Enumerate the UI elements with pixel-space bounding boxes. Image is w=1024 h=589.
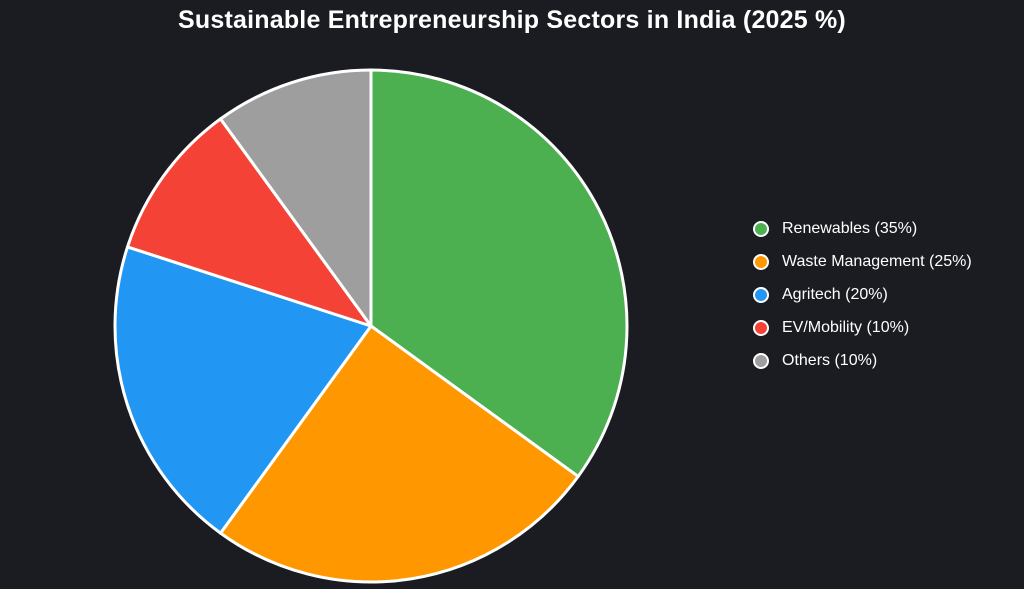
legend-item-agritech[interactable]: Agritech (20%) (753, 278, 972, 311)
legend-swatch-icon (753, 319, 769, 336)
legend-swatch-icon (753, 220, 769, 237)
pie-slice-waste-management[interactable] (219, 324, 580, 584)
legend-label: Renewables (35%) (782, 219, 918, 237)
pie-slice-renewables[interactable] (369, 68, 629, 478)
pie-slice-ev-mobility[interactable] (126, 117, 373, 328)
chart-legend: Renewables (35%) Waste Management (25%) Ag… (753, 212, 972, 377)
legend-label: Others (10%) (782, 351, 878, 369)
legend-item-ev-mobility[interactable]: EV/Mobility (10%) (753, 311, 972, 344)
legend-swatch-icon (753, 286, 769, 303)
legend-swatch-icon (753, 253, 769, 270)
pie-slice-others[interactable] (219, 68, 373, 328)
legend-label: Agritech (20%) (782, 285, 888, 303)
legend-label: EV/Mobility (10%) (782, 318, 910, 336)
chart-title: Sustainable Entrepreneurship Sectors in … (178, 6, 846, 34)
legend-label: Waste Management (25%) (782, 252, 972, 270)
legend-item-others[interactable]: Others (10%) (753, 344, 972, 377)
legend-item-waste-management[interactable]: Waste Management (25%) (753, 245, 972, 278)
pie-slice-agritech[interactable] (113, 245, 373, 535)
legend-swatch-icon (753, 352, 769, 369)
legend-item-renewables[interactable]: Renewables (35%) (753, 212, 972, 245)
